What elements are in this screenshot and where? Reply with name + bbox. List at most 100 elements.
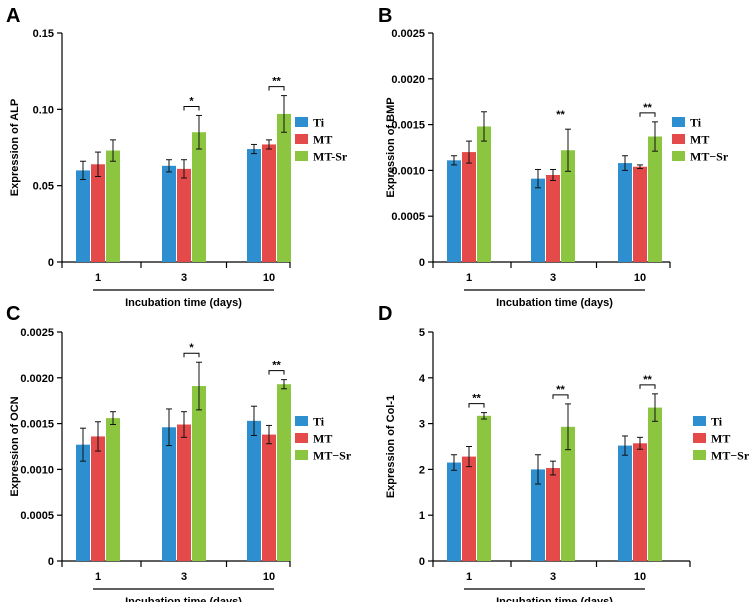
panel-label: A bbox=[6, 5, 20, 27]
bar-MT-10 bbox=[633, 166, 647, 262]
legend-label: Ti bbox=[711, 415, 723, 429]
legend-swatch-MT bbox=[295, 134, 308, 144]
y-tick-label: 0.0025 bbox=[391, 28, 425, 40]
legend-label: MT-Sr bbox=[313, 150, 348, 164]
legend-label: MT bbox=[711, 432, 730, 446]
significance-bracket bbox=[268, 86, 285, 91]
bar-MT-Sr-3 bbox=[192, 386, 206, 561]
x-axis-title: Incubation time (days) bbox=[125, 297, 242, 309]
x-tick-label: 3 bbox=[181, 272, 187, 284]
bar-MT-10 bbox=[262, 434, 276, 561]
bar-MT-3 bbox=[177, 168, 191, 262]
bar-Ti-1 bbox=[447, 160, 461, 262]
y-axis-title: Expression of Col-1 bbox=[385, 395, 397, 498]
bar-Ti-3 bbox=[531, 178, 545, 262]
legend-label: MT−Sr bbox=[313, 449, 352, 463]
significance-label: ** bbox=[556, 109, 565, 121]
bar-MT-1 bbox=[91, 164, 105, 262]
y-tick-label: 0.0015 bbox=[391, 120, 425, 132]
legend-label: MT bbox=[313, 133, 332, 147]
y-axis-title: Expression of ALP bbox=[9, 99, 21, 196]
y-tick-label: 0.0020 bbox=[391, 74, 425, 86]
y-tick-label: 5 bbox=[419, 327, 425, 339]
significance-bracket bbox=[468, 403, 485, 408]
bar-MT-1 bbox=[91, 436, 105, 561]
bar-MT-Sr-1 bbox=[477, 415, 491, 561]
bar-Ti-1 bbox=[76, 170, 90, 262]
panel-label: D bbox=[378, 303, 392, 325]
y-tick-label: 0 bbox=[48, 556, 54, 568]
legend-label: MT−Sr bbox=[690, 150, 729, 164]
significance-label: ** bbox=[272, 360, 281, 372]
x-tick-label: 3 bbox=[550, 571, 556, 583]
bar-MT-Sr-1 bbox=[106, 418, 120, 561]
y-tick-label: 0.0010 bbox=[20, 464, 54, 476]
legend-label: Ti bbox=[313, 415, 325, 429]
significance-label: ** bbox=[272, 76, 281, 88]
y-tick-label: 0.0025 bbox=[20, 327, 54, 339]
y-tick-label: 1 bbox=[419, 510, 425, 522]
bar-MT-Sr-3 bbox=[561, 426, 575, 561]
bar-MT-Sr-3 bbox=[561, 150, 575, 262]
legend-swatch-MT bbox=[672, 134, 685, 144]
x-tick-label: 10 bbox=[263, 571, 275, 583]
y-tick-label: 0.0015 bbox=[20, 419, 54, 431]
x-tick-label: 10 bbox=[263, 272, 275, 284]
y-tick-label: 0.05 bbox=[33, 181, 54, 193]
y-tick-label: 0.0010 bbox=[391, 165, 425, 177]
x-tick-label: 10 bbox=[634, 272, 646, 284]
x-axis-title: Incubation time (days) bbox=[125, 596, 242, 602]
legend-label: MT−Sr bbox=[711, 449, 750, 463]
x-axis-title: Incubation time (days) bbox=[496, 297, 613, 309]
legend-swatch-Ti bbox=[295, 416, 308, 426]
bar-MT-Sr-1 bbox=[106, 150, 120, 262]
y-tick-label: 0.0005 bbox=[391, 211, 425, 223]
legend-label: Ti bbox=[690, 116, 702, 130]
y-tick-label: 0 bbox=[419, 257, 425, 269]
bar-MT-3 bbox=[546, 468, 560, 561]
x-tick-label: 1 bbox=[466, 571, 472, 583]
bar-MT-1 bbox=[462, 456, 476, 561]
panel-label: C bbox=[6, 303, 20, 325]
legend-swatch-MT-Sr bbox=[295, 151, 308, 161]
y-tick-label: 0.10 bbox=[33, 104, 54, 116]
significance-label: * bbox=[189, 342, 194, 354]
panel-D: D 0 1 2 3 4 5 Expression of Col-1 1 3 10 Incubation… bbox=[378, 303, 750, 602]
y-tick-label: 0 bbox=[48, 257, 54, 269]
significance-bracket bbox=[639, 112, 656, 117]
bar-MT-Sr-10 bbox=[277, 384, 291, 561]
y-axis-title: Expression of OCN bbox=[9, 396, 21, 496]
x-tick-label: 1 bbox=[95, 571, 101, 583]
bar-Ti-1 bbox=[447, 462, 461, 561]
panel-A: A 0 0.05 0.10 0.15 Expression of ALP 1 3 10 Incub… bbox=[6, 5, 348, 309]
x-tick-label: 10 bbox=[634, 571, 646, 583]
bar-MT-Sr-1 bbox=[477, 126, 491, 262]
bar-Ti-10 bbox=[247, 420, 261, 561]
bar-MT-1 bbox=[462, 152, 476, 262]
bar-MT-3 bbox=[546, 174, 560, 262]
y-tick-label: 0.15 bbox=[33, 28, 54, 40]
y-tick-label: 0.0020 bbox=[20, 373, 54, 385]
significance-label: ** bbox=[472, 393, 481, 405]
legend-label: MT bbox=[690, 133, 709, 147]
significance-label: ** bbox=[643, 374, 652, 386]
bar-MT-Sr-10 bbox=[277, 113, 291, 262]
y-tick-label: 0 bbox=[419, 556, 425, 568]
legend-swatch-MT-Sr bbox=[693, 450, 706, 460]
x-tick-label: 1 bbox=[466, 272, 472, 284]
legend-swatch-Ti bbox=[672, 117, 685, 127]
bar-Ti-10 bbox=[618, 445, 632, 561]
bar-Ti-3 bbox=[162, 427, 176, 561]
bar-Ti-10 bbox=[618, 163, 632, 262]
bar-MT-3 bbox=[177, 424, 191, 561]
significance-bracket bbox=[268, 370, 285, 375]
y-tick-label: 0.0005 bbox=[20, 510, 54, 522]
legend-swatch-Ti bbox=[295, 117, 308, 127]
bar-MT-10 bbox=[633, 443, 647, 561]
legend-swatch-Ti bbox=[693, 416, 706, 426]
bar-MT-10 bbox=[262, 144, 276, 262]
legend-swatch-MT-Sr bbox=[672, 151, 685, 161]
y-tick-label: 4 bbox=[419, 373, 426, 385]
bar-Ti-3 bbox=[162, 165, 176, 262]
